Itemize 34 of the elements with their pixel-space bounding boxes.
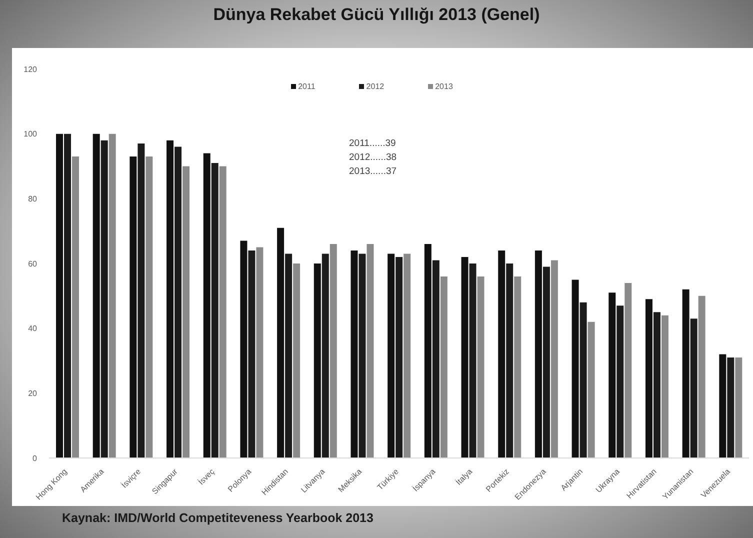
- legend-label: 2013: [435, 82, 453, 91]
- bar: [72, 156, 79, 458]
- y-tick-label: 0: [32, 454, 38, 463]
- annotation: 2011......39: [349, 138, 396, 150]
- bar: [477, 276, 484, 458]
- bar: [366, 244, 374, 458]
- legend-label: 2012: [366, 82, 384, 91]
- y-tick-label: 60: [28, 259, 38, 268]
- bar: [698, 296, 706, 458]
- bar: [624, 282, 632, 458]
- y-tick-label: 40: [28, 324, 38, 334]
- y-tick-label: 100: [24, 130, 38, 139]
- bar: [550, 260, 558, 458]
- bar: [219, 166, 226, 458]
- y-tick-label: 80: [28, 194, 38, 204]
- bar: [330, 244, 337, 458]
- annotation: 2013......37: [349, 166, 397, 178]
- text: Kaynak: IMD/World Competiteveness Yearbook 2013: [62, 511, 374, 525]
- bar: [440, 276, 448, 458]
- bar: [146, 156, 153, 458]
- bar: [293, 264, 300, 458]
- bar: [404, 254, 411, 458]
- bar: [735, 358, 742, 458]
- bar: [108, 134, 116, 458]
- y-tick-label: 20: [28, 389, 38, 398]
- legend-label: 2011: [298, 82, 316, 91]
- bar: [256, 247, 264, 458]
- y-tick-label: 120: [24, 64, 38, 74]
- chart-title: Dünya Rekabet Gücü Yıllığı 2013 (Genel): [212, 4, 541, 26]
- bar: [588, 322, 595, 458]
- annotation: 2012......38: [349, 152, 397, 164]
- bar: [182, 166, 190, 458]
- bar: [514, 276, 522, 458]
- bar: [661, 315, 668, 458]
